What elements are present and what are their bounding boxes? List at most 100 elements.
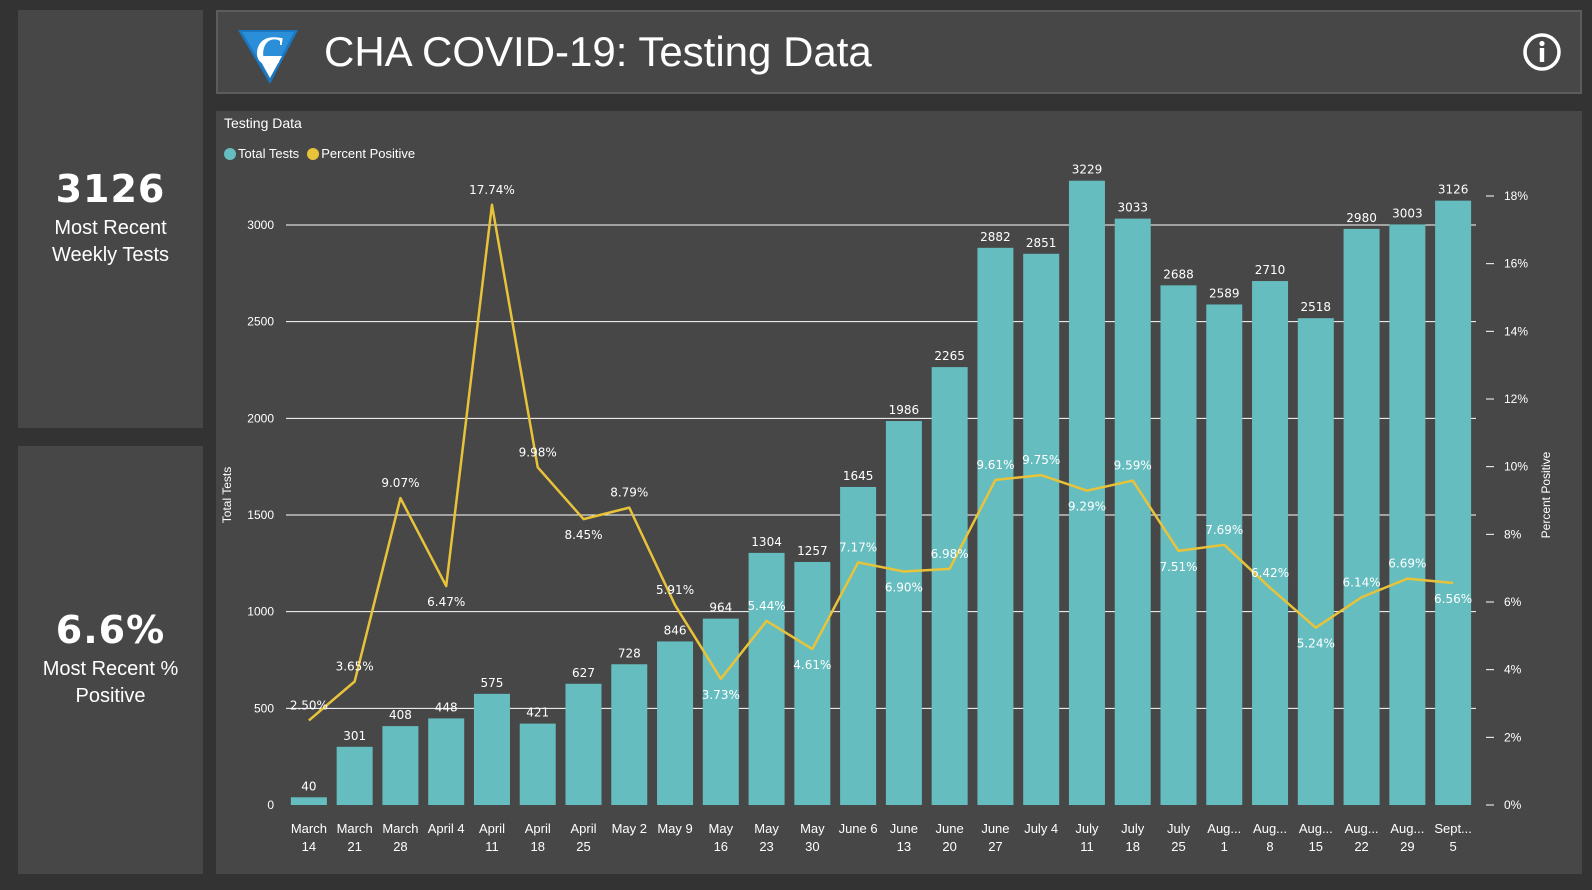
x-tick-label: June 6 — [839, 821, 878, 836]
y2-tick-label: 18% — [1504, 189, 1528, 203]
x-tick-label: June — [936, 821, 964, 836]
line-data-label: 6.47% — [427, 595, 465, 609]
chart-legend: Total Tests Percent Positive — [224, 146, 415, 161]
x-tick-label: March — [337, 821, 373, 836]
bar — [977, 247, 1014, 805]
bar-data-label: 2688 — [1163, 267, 1194, 281]
bar-data-label: 728 — [618, 646, 641, 660]
y-tick-label: 500 — [254, 701, 274, 715]
bar — [428, 718, 465, 805]
line-data-label: 4.61% — [793, 658, 831, 672]
bar — [702, 618, 739, 805]
bar-data-label: 2980 — [1346, 211, 1377, 225]
legend-marker-icon — [307, 147, 320, 160]
bar-data-label: 421 — [526, 706, 549, 720]
page-title: CHA COVID-19: Testing Data — [324, 28, 872, 75]
line-data-label: 6.56% — [1434, 592, 1472, 606]
y-tick-label: 2500 — [247, 315, 274, 329]
bar-data-label: 3003 — [1392, 206, 1423, 220]
bar-data-label: 40 — [301, 779, 316, 793]
legend-label: Percent Positive — [321, 146, 416, 161]
x-tick-label: 11 — [485, 839, 499, 854]
info-icon[interactable] — [1522, 32, 1562, 72]
x-tick-label: March — [291, 821, 327, 836]
x-tick-label: 21 — [347, 839, 361, 854]
x-tick-label: 15 — [1309, 839, 1323, 854]
line-data-label: 6.98% — [931, 547, 969, 561]
line-data-label: 9.98% — [519, 445, 557, 459]
report-header: C CHA COVID-19: Testing Data — [216, 10, 1582, 94]
y-tick-label: 0 — [267, 798, 274, 812]
x-tick-label: April 4 — [428, 821, 465, 836]
testing-data-visual[interactable]: Testing Data Total Tests Percent Positiv… — [216, 111, 1582, 874]
y-tick-label: 1000 — [247, 605, 274, 619]
x-tick-label: June — [981, 821, 1009, 836]
x-tick-label: 28 — [393, 839, 407, 854]
x-tick-label: April — [479, 821, 505, 836]
line-data-label: 8.45% — [564, 528, 602, 542]
bar — [336, 746, 373, 805]
bar — [748, 552, 785, 805]
bar-data-label: 575 — [481, 676, 504, 690]
x-tick-label: 18 — [1125, 839, 1139, 854]
line-data-label: 9.29% — [1068, 500, 1106, 514]
bar — [794, 561, 831, 805]
x-tick-label: 27 — [988, 839, 1002, 854]
legend-item-percent-positive[interactable]: Percent Positive — [307, 146, 415, 161]
bar — [473, 693, 510, 805]
bar-data-label: 3126 — [1438, 183, 1469, 197]
bar — [885, 421, 922, 805]
line-data-label: 5.44% — [748, 599, 786, 613]
bar — [1068, 180, 1105, 805]
bar-data-label: 1304 — [751, 535, 782, 549]
kpi-value: 3126 — [55, 167, 166, 212]
bar — [931, 367, 968, 805]
x-tick-label: Aug... — [1253, 821, 1287, 836]
x-tick-label: 25 — [576, 839, 590, 854]
legend-item-total-tests[interactable]: Total Tests — [224, 146, 299, 161]
bar-data-label: 1986 — [889, 403, 920, 417]
x-tick-label: May 9 — [657, 821, 692, 836]
x-tick-label: 16 — [714, 839, 728, 854]
y2-tick-label: 16% — [1504, 257, 1528, 271]
bar-data-label: 2265 — [934, 349, 965, 363]
bar-data-label: 964 — [709, 601, 732, 615]
x-tick-label: June — [890, 821, 918, 836]
x-tick-label: July — [1167, 821, 1191, 836]
bar-data-label: 2851 — [1026, 236, 1057, 250]
y-tick-label: 2000 — [247, 411, 274, 425]
bar — [565, 683, 602, 805]
kpi-card-percent-positive[interactable]: 6.6% Most Recent % Positive — [18, 446, 203, 874]
bar — [1435, 200, 1472, 805]
line-data-label: 5.91% — [656, 583, 694, 597]
y2-tick-label: 0% — [1504, 798, 1522, 812]
y2-tick-label: 4% — [1504, 663, 1522, 677]
line-data-label: 9.61% — [976, 458, 1014, 472]
x-tick-label: April — [570, 821, 596, 836]
kpi-card-weekly-tests[interactable]: 3126 Most Recent Weekly Tests — [18, 10, 203, 428]
x-tick-label: 20 — [942, 839, 956, 854]
y2-tick-label: 12% — [1504, 392, 1528, 406]
bar — [382, 726, 419, 805]
y2-tick-label: 8% — [1504, 527, 1522, 541]
y2-axis-title: Percent Positive — [1539, 451, 1553, 538]
line-data-label: 2.50% — [290, 698, 328, 712]
line-data-label: 6.14% — [1343, 575, 1381, 589]
line-data-label: 7.17% — [839, 540, 877, 554]
line-data-label: 3.73% — [702, 688, 740, 702]
x-tick-label: May 2 — [612, 821, 647, 836]
bar-data-label: 627 — [572, 666, 595, 680]
x-tick-label: April — [525, 821, 551, 836]
bar — [1297, 318, 1334, 805]
bar — [611, 664, 648, 805]
legend-marker-icon — [224, 147, 236, 160]
line-data-label: 9.07% — [381, 476, 419, 490]
bar-data-label: 3229 — [1072, 163, 1103, 177]
x-tick-label: 8 — [1266, 839, 1273, 854]
chart-plot-area: 0 500 1000 1500 2000 2500 3000 0% 2% 4% 6% 8% 10% 12%… — [220, 163, 1553, 854]
x-tick-label: Aug... — [1207, 821, 1241, 836]
bar — [1343, 228, 1380, 805]
bar-data-label: 1645 — [843, 469, 874, 483]
line-data-label: 7.69% — [1205, 523, 1243, 537]
line-data-label: 9.59% — [1114, 459, 1152, 473]
